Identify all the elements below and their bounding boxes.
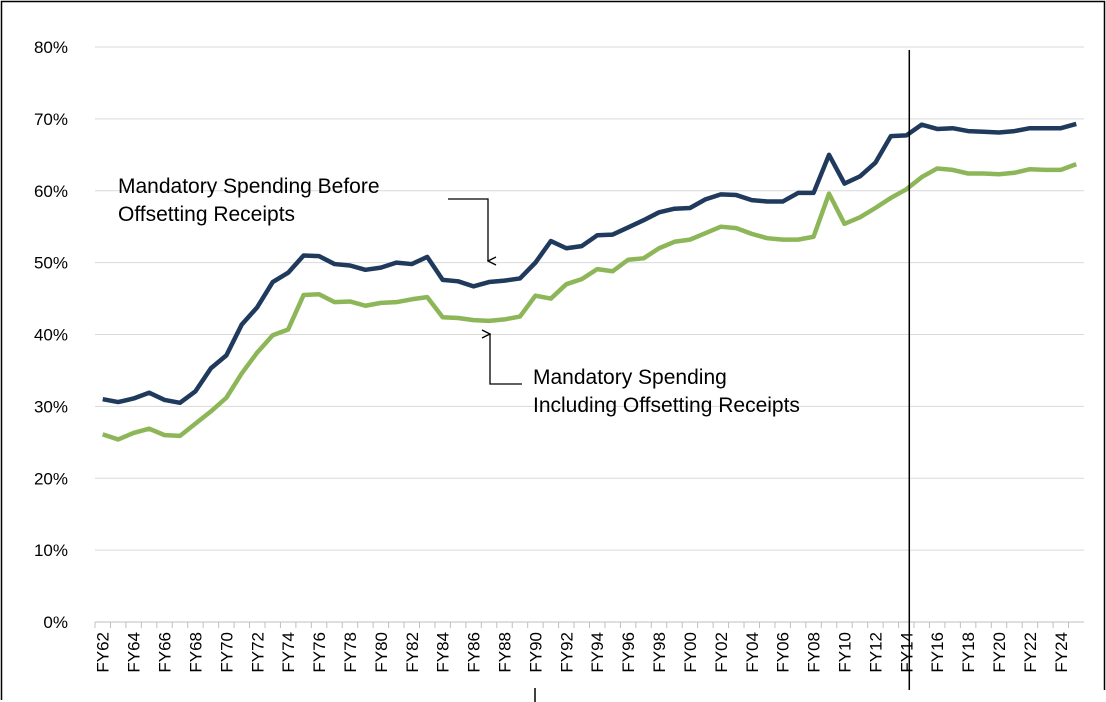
annotation-arrow — [448, 198, 488, 261]
x-tick-label: FY06 — [774, 632, 793, 673]
x-tick-label: FY94 — [588, 632, 607, 673]
x-tick-label: FY16 — [928, 632, 947, 673]
x-tick-label: FY10 — [835, 632, 854, 673]
x-tick-label: FY12 — [866, 632, 885, 673]
x-tick-label: FY96 — [619, 632, 638, 673]
x-tick-label: FY08 — [805, 632, 824, 673]
x-tick-label: FY62 — [94, 632, 113, 673]
x-tick-label: FY78 — [341, 632, 360, 673]
y-tick-label: 80% — [34, 38, 68, 57]
y-tick-label: 30% — [34, 397, 68, 416]
x-tick-label: FY72 — [248, 632, 267, 673]
x-tick-label: FY80 — [372, 632, 391, 673]
x-tick-label: FY90 — [526, 632, 545, 673]
x-tick-label: FY74 — [279, 632, 298, 673]
x-tick-label: FY98 — [650, 632, 669, 673]
x-tick-label: FY64 — [125, 632, 144, 673]
x-tick-label: FY22 — [1021, 632, 1040, 673]
x-tick-label: FY84 — [434, 632, 453, 673]
x-tick-label: FY20 — [990, 632, 1009, 673]
x-tick-label: FY24 — [1052, 632, 1071, 673]
annotation: Offsetting Receipts — [118, 203, 295, 226]
x-tick-label: FY04 — [743, 632, 762, 673]
y-tick-label: 20% — [34, 469, 68, 488]
x-tick-label: FY86 — [465, 632, 484, 673]
x-tick-label: FY66 — [156, 632, 175, 673]
series-line — [102, 121, 1077, 406]
annotation-arrow — [490, 334, 522, 385]
y-tick-label: 0% — [43, 613, 68, 632]
x-tick-label: FY18 — [959, 632, 978, 673]
x-tick-label: FY14 — [897, 632, 916, 673]
series-line — [102, 162, 1078, 442]
y-tick-label: 50% — [34, 254, 68, 273]
x-tick-label: FY82 — [403, 632, 422, 673]
x-tick-label: FY00 — [681, 632, 700, 673]
y-tick-label: 10% — [34, 541, 68, 560]
x-tick-label: FY92 — [557, 632, 576, 673]
annotation: Mandatory Spending — [533, 366, 727, 389]
x-tick-label: FY68 — [186, 632, 205, 673]
annotation: Including Offsetting Receipts — [533, 394, 800, 417]
y-tick-label: 70% — [34, 110, 68, 129]
annotation: Mandatory Spending Before — [118, 175, 380, 198]
x-tick-label: FY88 — [496, 632, 515, 673]
x-tick-label: FY02 — [712, 632, 731, 673]
y-tick-label: 60% — [34, 182, 68, 201]
y-tick-label: 40% — [34, 326, 68, 345]
x-tick-label: FY76 — [310, 632, 329, 673]
x-tick-label: FY70 — [217, 632, 236, 673]
